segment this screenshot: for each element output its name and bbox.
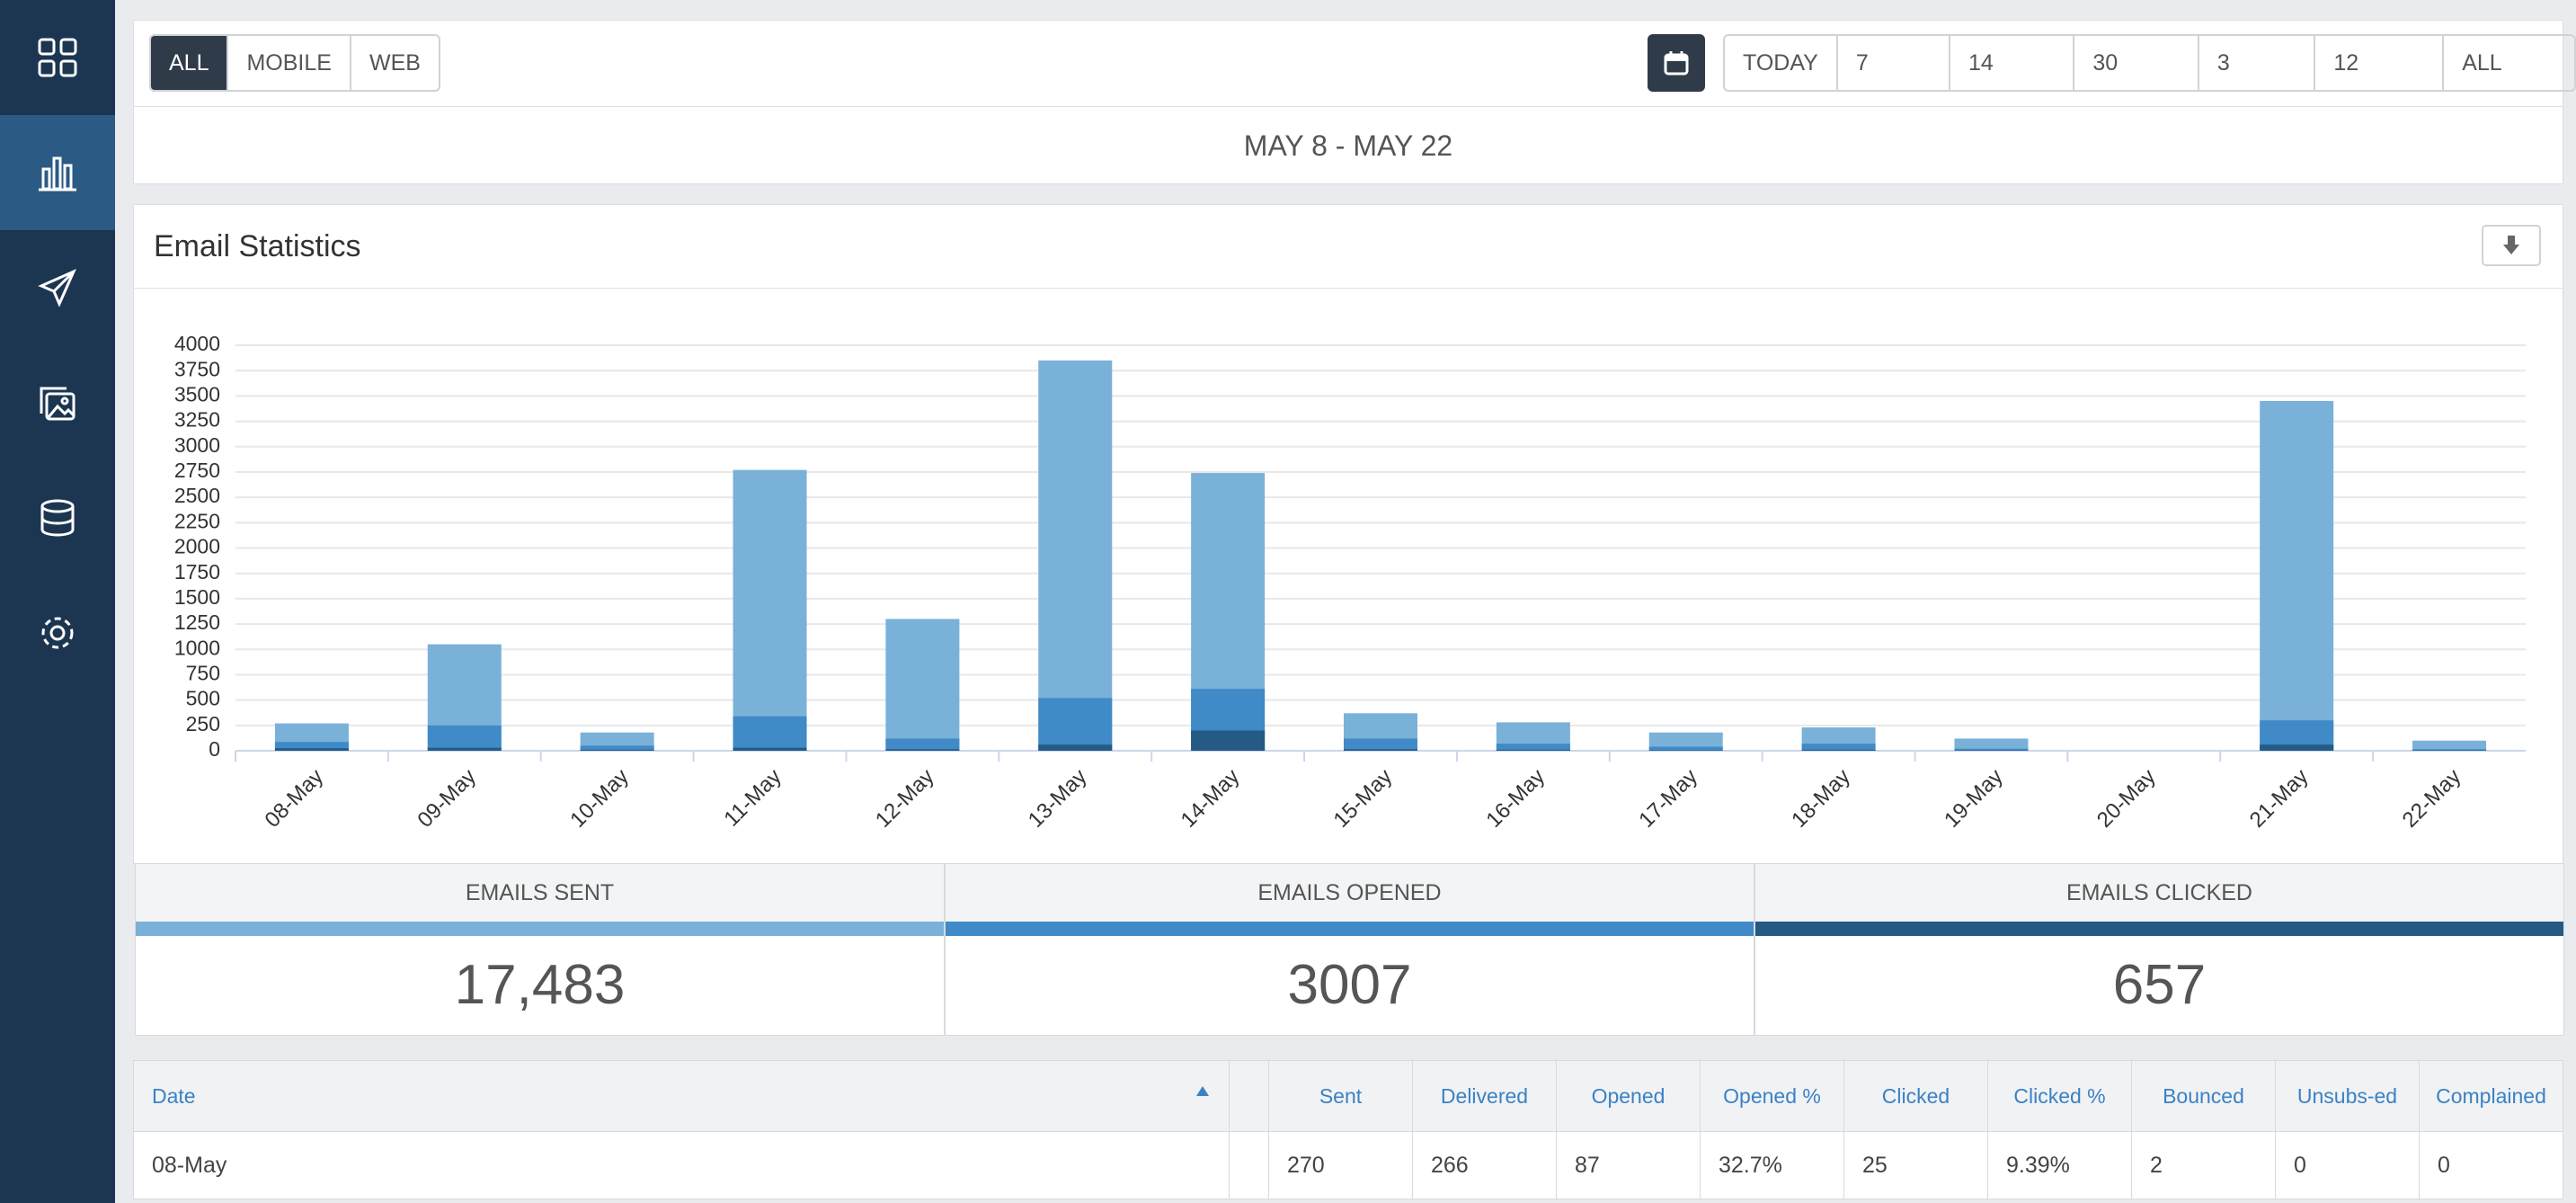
range-button[interactable]: 30 DAYS xyxy=(2074,36,2199,90)
icon xyxy=(40,387,76,421)
stat-value: 657 xyxy=(2112,954,2207,1016)
column-header[interactable]: Clicked % xyxy=(1987,1060,2132,1132)
stat-label: EMAILS OPENED xyxy=(946,864,1754,922)
nav-settings[interactable] xyxy=(0,575,115,691)
icon xyxy=(41,617,74,649)
calendar-button[interactable] xyxy=(1648,34,1705,92)
sort-arrow xyxy=(1196,1086,1209,1096)
stat-label: EMAILS SENT xyxy=(136,864,944,922)
sidebar xyxy=(0,0,115,1203)
stats-table: Date Sent Delivered Opened Opened % Clicked Cl… xyxy=(133,1060,2563,1199)
column-header[interactable]: Date xyxy=(133,1060,1230,1132)
column-header[interactable]: Unsubs-ed xyxy=(2275,1060,2420,1132)
nav-campaigns[interactable] xyxy=(0,230,115,345)
stat-sent: EMAILS SENT 17,483 xyxy=(135,863,945,1036)
table-cell: 270 xyxy=(1268,1131,1413,1199)
range-button[interactable]: 3 MTHS xyxy=(2199,36,2316,90)
stat-value: 17,483 xyxy=(454,954,626,1016)
filter-panel: MAY 8 - MAY 22 xyxy=(133,20,2563,184)
icon xyxy=(39,156,76,192)
table-cell: 0 xyxy=(2275,1131,2420,1199)
table-cell: 08-May xyxy=(133,1131,1230,1199)
table-cell: 25 xyxy=(1843,1131,1988,1199)
table-cell: 9.39% xyxy=(1987,1131,2132,1199)
date-range: MAY 8 - MAY 22 xyxy=(1243,129,1453,162)
range-button[interactable]: TODAY xyxy=(1725,36,1838,90)
nav-data[interactable] xyxy=(0,460,115,575)
stat-opened: EMAILS OPENED 3007 xyxy=(945,863,1754,1036)
chart-panel: Email Statistics xyxy=(133,204,2563,864)
icon xyxy=(38,38,77,77)
stat-color xyxy=(136,922,944,936)
table-cell: 2 xyxy=(2131,1131,2276,1199)
table-cell: 266 xyxy=(1412,1131,1557,1199)
stat-clicked: EMAILS CLICKED 657 xyxy=(1754,863,2564,1036)
filter-button[interactable]: WEB xyxy=(369,50,421,76)
icon xyxy=(2503,236,2519,254)
nav-reports[interactable] xyxy=(0,115,115,230)
column-header[interactable]: Opened % xyxy=(1700,1060,1844,1132)
column-spacer xyxy=(1229,1060,1269,1132)
range-button[interactable]: 14 DAYS xyxy=(1950,36,2075,90)
icon xyxy=(40,499,75,537)
stat-label: EMAILS CLICKED xyxy=(1755,864,2563,922)
range-button[interactable]: 12 MTHS xyxy=(2315,36,2445,90)
column-header[interactable]: Complained xyxy=(2419,1060,2563,1132)
download-button[interactable] xyxy=(2482,225,2541,266)
column-header[interactable]: Delivered xyxy=(1412,1060,1557,1132)
nav-dashboard[interactable] xyxy=(0,0,115,115)
table-cell: 32.7% xyxy=(1700,1131,1844,1199)
icon xyxy=(38,269,76,307)
column-header[interactable]: Bounced xyxy=(2131,1060,2276,1132)
table-cell: 87 xyxy=(1556,1131,1701,1199)
nav-media[interactable] xyxy=(0,345,115,460)
range-button[interactable]: 7 DAYS xyxy=(1838,36,1950,90)
stat-value: 3007 xyxy=(1287,954,1412,1016)
filter-button[interactable]: MOBILE xyxy=(228,36,351,90)
column-header[interactable]: Sent xyxy=(1268,1060,1413,1132)
panel-title: Email Statistics xyxy=(154,229,361,263)
stat-color xyxy=(1755,922,2563,936)
channel-filters: ALL MOBILE WEB xyxy=(149,34,440,92)
column-header[interactable]: Clicked xyxy=(1843,1060,1988,1132)
table-cell: 0 xyxy=(2419,1131,2563,1199)
icon xyxy=(1664,51,1689,76)
filter-button[interactable]: ALL xyxy=(151,36,229,90)
range-button[interactable]: ALL TIME xyxy=(2462,50,2501,76)
column-header[interactable]: Opened xyxy=(1556,1060,1701,1132)
range-filters: TODAY 7 DAYS 14 DAYS 30 DAYS 3 MTHS 12 M… xyxy=(1723,34,2576,92)
stat-color xyxy=(946,922,1754,936)
column-header-text: Date xyxy=(152,1083,196,1108)
table-row: 08-May 270 266 87 32.7% 25 9.39% 2 0 0 xyxy=(133,1131,2563,1199)
spacer-cell xyxy=(1229,1131,1269,1199)
